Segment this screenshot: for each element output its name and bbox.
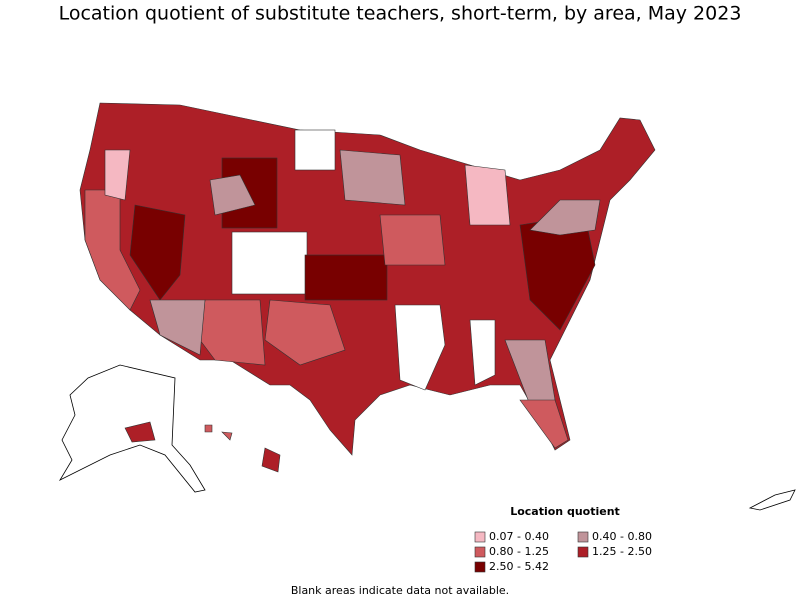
region [529, 199, 601, 236]
region [519, 399, 569, 449]
region [464, 164, 511, 226]
title: Location quotient of substitute teachers… [59, 3, 742, 25]
hawaii [204, 424, 281, 473]
legend-swatch [577, 531, 589, 543]
region [748, 489, 796, 511]
region [339, 149, 406, 206]
legend-swatch [474, 531, 486, 543]
region [394, 304, 446, 391]
legend-label: 0.07 - 0.40 [489, 530, 549, 543]
legend-label: 2.50 - 5.42 [489, 560, 549, 573]
region [104, 149, 131, 201]
region [209, 174, 256, 216]
region [124, 421, 156, 443]
legend-swatch [577, 546, 589, 558]
alaska [58, 364, 206, 493]
legend: Location quotient 0.07 - 0.40 0.40 - 0.80… [474, 505, 652, 573]
legend-swatch [474, 561, 486, 573]
region [129, 204, 186, 301]
legend-title: Location quotient [510, 505, 620, 518]
region [294, 129, 336, 171]
legend-label: 0.80 - 1.25 [489, 545, 549, 558]
region [149, 299, 206, 356]
guam [748, 489, 796, 511]
us-map [79, 102, 656, 456]
legend-swatch [474, 546, 486, 558]
footnote: Blank areas indicate data not available. [291, 584, 509, 597]
region [204, 424, 213, 433]
region [469, 319, 496, 386]
region [379, 214, 446, 266]
region [264, 299, 346, 366]
region [261, 447, 281, 473]
legend-label: 1.25 - 2.50 [592, 545, 652, 558]
region [304, 254, 388, 301]
legend-label: 0.40 - 0.80 [592, 530, 652, 543]
region [231, 231, 308, 295]
region [221, 431, 233, 441]
region [84, 189, 141, 311]
